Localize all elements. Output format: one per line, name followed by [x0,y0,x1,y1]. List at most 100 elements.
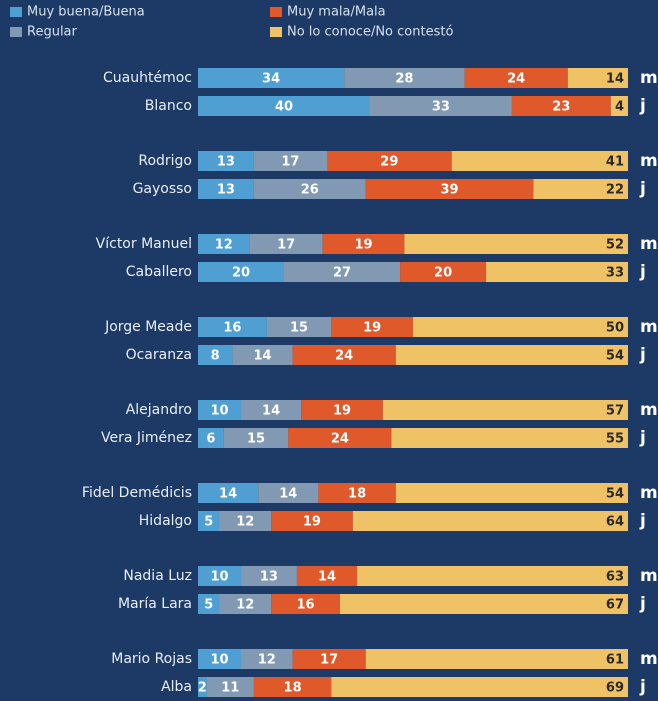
category-label: Hidalgo [139,513,192,529]
value-label: 20 [434,266,452,281]
bar-segment [331,317,413,337]
category-label: Caballero [126,264,192,280]
row-tag: j [639,594,646,614]
value-label: 12 [236,515,254,530]
row-tag: m [640,649,658,669]
bar-segment [198,594,220,614]
value-label: 19 [363,321,381,336]
legend-label: Muy buena/Buena [27,5,145,20]
row-tag: j [639,262,646,282]
bar-segment [486,262,628,282]
bar-segment [253,179,366,199]
bar-segment [198,677,207,697]
bar-segment [533,179,628,199]
value-label: 67 [606,598,624,613]
bar-segment [296,566,358,586]
bar-segment [198,649,241,669]
value-label: 14 [262,404,280,419]
value-label: 27 [333,266,351,281]
bar-segment [292,649,366,669]
bar-segment [344,68,465,88]
value-label: 33 [606,266,624,281]
value-label: 5 [204,598,213,613]
row-tag: m [640,151,658,171]
bar-segment [382,400,628,420]
category-label: Fidel Demédicis [82,485,192,501]
row-tag: j [639,345,646,365]
bar-segment [451,151,628,171]
row-tag: j [639,179,646,199]
category-label: Jorge Meade [104,319,192,335]
bar-segment [352,511,628,531]
bar-segment [339,594,628,614]
value-label: 17 [320,653,338,668]
value-label: 54 [606,349,624,364]
value-label: 14 [318,570,336,585]
row-tag: m [640,234,658,254]
value-label: 6 [206,432,215,447]
category-label: Vera Jiménez [101,430,192,446]
value-label: 18 [284,681,302,696]
value-label: 64 [606,515,624,530]
value-label: 24 [335,349,353,364]
value-label: 15 [290,321,308,336]
bar-segment [395,345,628,365]
category-label: Nadia Luz [123,568,192,584]
value-label: 15 [247,432,265,447]
value-label: 40 [275,100,293,115]
row-tag: j [639,428,646,448]
value-label: 23 [552,100,570,115]
bar-segment [284,262,401,282]
value-label: 34 [262,72,280,87]
value-label: 14 [253,349,271,364]
legend-swatch [10,7,22,17]
bar-segment [301,400,383,420]
category-label: Alba [161,679,192,695]
row-tag: m [640,566,658,586]
bar-segment [370,96,512,116]
bar-segment [198,262,284,282]
row-tag: m [640,317,658,337]
value-label: 10 [210,570,228,585]
legend-label: No lo conoce/No contestó [287,25,453,40]
value-label: 8 [211,349,220,364]
legend-label: Regular [27,25,78,40]
value-label: 13 [217,155,235,170]
bar-segment [266,317,332,337]
value-label: 12 [215,238,233,253]
bar-segment [232,345,293,365]
bar-segment [198,96,370,116]
bar-segment [223,428,289,448]
category-label: Mario Rojas [111,651,192,667]
bar-segment [610,96,628,116]
category-label: Cuauhtémoc [103,70,192,86]
value-label: 16 [296,598,314,613]
value-label: 57 [606,404,624,419]
legend-swatch [10,27,22,37]
bar-segment [511,96,611,116]
value-label: 14 [219,487,237,502]
bar-segment [365,179,534,199]
bar-segment [198,345,233,365]
bar-segment [198,68,345,88]
value-label: 69 [606,681,624,696]
category-label: Ocaranza [126,347,192,363]
category-label: Rodrigo [138,153,192,169]
value-label: 13 [217,183,235,198]
value-label: 16 [223,321,241,336]
row-tag: m [640,483,658,503]
bar-segment [400,262,487,282]
bar-segment [219,511,272,531]
bar-segment [567,68,628,88]
category-label: Gayosso [133,181,192,197]
category-label: Víctor Manuel [96,236,192,252]
value-label: 63 [606,570,624,585]
row-tag: j [639,511,646,531]
value-label: 22 [606,183,624,198]
bar-segment [253,151,327,171]
value-label: 14 [279,487,297,502]
value-label: 12 [236,598,254,613]
value-label: 2 [198,681,207,696]
legend-label: Muy mala/Mala [287,5,386,20]
